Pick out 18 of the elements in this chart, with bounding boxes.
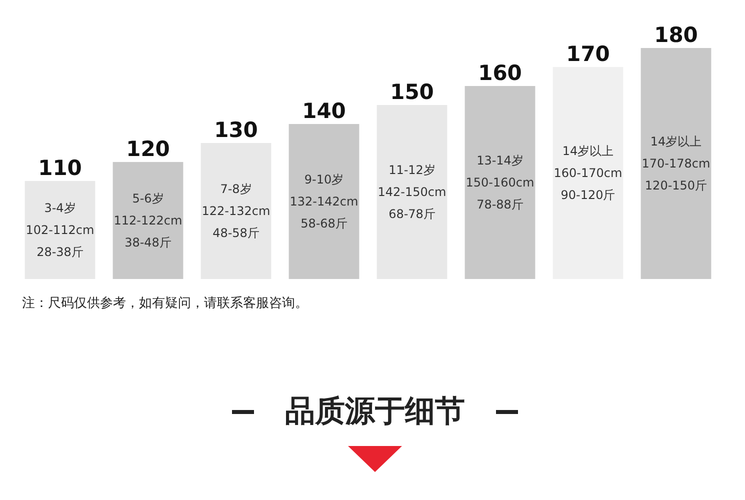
data-label: 170 [566, 42, 610, 66]
data-label: 180 [654, 23, 698, 47]
x-tick-label: 9-10岁 132-142cm 58-68斤 [290, 172, 358, 230]
data-label: 120 [126, 136, 170, 161]
x-tick-label: 14岁以上 160-170cm 90-120斤 [554, 144, 622, 202]
x-tick-label: 3-4岁 102-112cm 28-38斤 [26, 200, 94, 259]
text: 品质源于细节 [285, 394, 465, 429]
x-tick-label: 13-14岁 150-160cm 78-88斤 [466, 153, 534, 212]
data-label: 110 [38, 156, 82, 180]
text: 注：尺码仅供参考，如有疑问，请联系客服咨询。 [22, 295, 308, 311]
x-tick-label: 5-6岁 112-122cm 38-48斤 [114, 191, 182, 250]
data-label: 130 [214, 118, 258, 142]
x-tick-label: 7-8岁 122-132cm 48-58斤 [202, 182, 270, 240]
data-label: 160 [478, 60, 522, 85]
x-tick-label: 14岁以上 170-178cm 120-150斤 [642, 134, 710, 192]
data-label: 150 [390, 80, 434, 104]
x-tick-label: 11-12岁 142-150cm 68-78斤 [378, 162, 446, 221]
data-label: 140 [302, 98, 346, 123]
